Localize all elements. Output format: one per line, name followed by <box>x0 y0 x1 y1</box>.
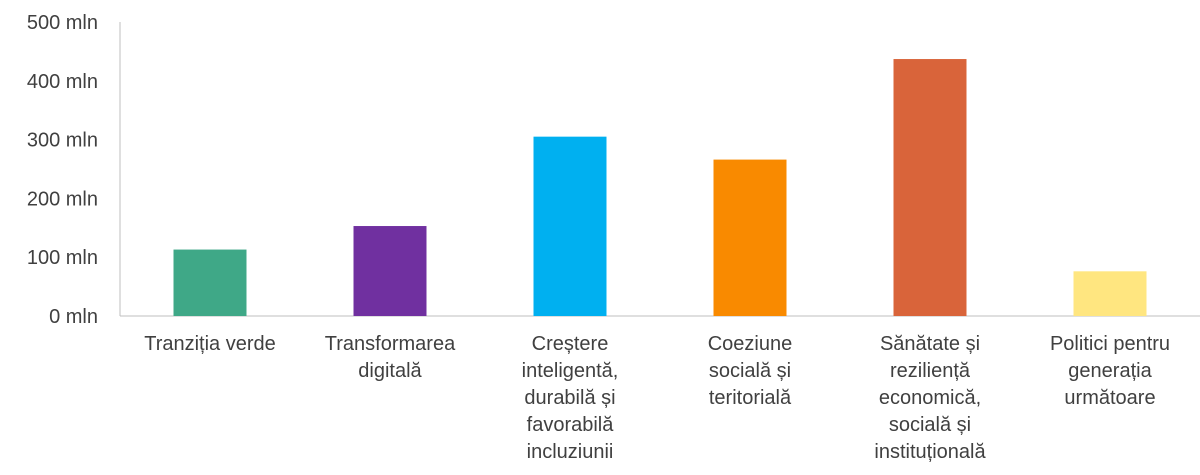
x-tick-label-line: reziliență <box>890 360 971 382</box>
x-tick-label-line: favorabilă <box>527 414 615 436</box>
bar <box>353 226 427 316</box>
y-tick-label: 400 mln <box>27 71 98 93</box>
x-tick-label: Transformarea digitală <box>325 333 456 382</box>
y-tick-label: 500 mln <box>27 12 98 34</box>
y-tick-label: 300 mln <box>27 130 98 152</box>
x-tick-label-line: Sănătate și <box>880 333 980 355</box>
x-tick-label-line: Transformarea <box>325 333 456 355</box>
x-tick-label-line: durabilă și <box>524 387 615 409</box>
x-tick-label-line: Politici pentru <box>1050 333 1170 355</box>
x-tick-label-line: instituțională <box>874 441 986 463</box>
x-tick-label-line: următoare <box>1064 387 1155 409</box>
x-tick-label-line: socială și <box>709 360 791 382</box>
y-tick-label: 100 mln <box>27 247 98 269</box>
x-tick-label: Creștere inteligentă, durabilă și favorabil… <box>522 333 619 463</box>
bar <box>713 159 787 316</box>
y-axis-ticks: 0 mln 100 mln 200 mln 300 mln 400 mln 500 mln <box>27 12 98 328</box>
x-tick-label-line: Tranziția verde <box>144 333 276 355</box>
x-tick-label-line: generația <box>1068 360 1152 382</box>
y-tick-label: 200 mln <box>27 188 98 210</box>
x-tick-label: Tranziția verde <box>144 333 276 355</box>
x-tick-label: Sănătate și reziliență economică, socială ș… <box>874 333 986 463</box>
x-tick-label-line: incluziunii <box>527 441 614 463</box>
bar <box>173 249 247 316</box>
x-tick-label-line: teritorială <box>709 387 792 409</box>
y-tick-label: 0 mln <box>49 306 98 328</box>
bars-group <box>173 59 1147 316</box>
x-tick-label-line: Creștere <box>532 333 609 355</box>
x-tick-label-line: Coeziune <box>708 333 793 355</box>
x-axis-labels: Tranziția verde Transformarea digitală Creș… <box>144 333 1170 463</box>
bar <box>533 136 607 316</box>
bar <box>1073 271 1147 316</box>
x-tick-label: Politici pentru generația următoare <box>1050 333 1170 409</box>
x-tick-label-line: socială și <box>889 414 971 436</box>
x-tick-label: Coeziune socială și teritorială <box>708 333 793 409</box>
bar <box>893 59 967 316</box>
x-tick-label-line: economică, <box>879 387 981 409</box>
x-tick-label-line: digitală <box>358 360 422 382</box>
x-tick-label-line: inteligentă, <box>522 360 619 382</box>
